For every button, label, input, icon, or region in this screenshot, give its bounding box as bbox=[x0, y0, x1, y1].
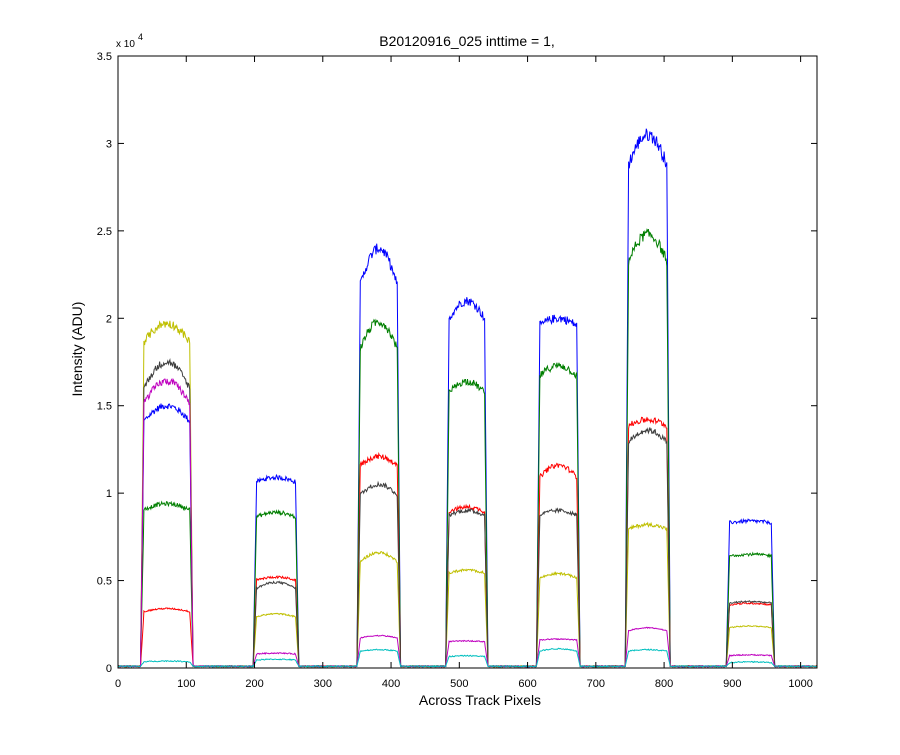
x-tick-label: 0 bbox=[115, 678, 121, 690]
chart-title: B20120916_025 inttime = 1, bbox=[379, 33, 555, 49]
x-tick-label: 800 bbox=[655, 678, 673, 690]
y-tick-label: 0.5 bbox=[97, 576, 112, 588]
y-tick-label: 1 bbox=[106, 488, 112, 500]
x-axis-label: Across Track Pixels bbox=[419, 692, 541, 708]
x-tick-label: 700 bbox=[587, 678, 605, 690]
x-tick-label: 300 bbox=[314, 678, 332, 690]
x-axis: 0 100 200 300 400 500 600 700 800 900 1000 bbox=[115, 56, 813, 690]
x-tick-label: 200 bbox=[245, 678, 263, 690]
x-tick-label: 500 bbox=[450, 678, 468, 690]
y-tick-label: 2.5 bbox=[97, 226, 112, 238]
series-group bbox=[117, 128, 818, 668]
y-exponent-label: x 10 bbox=[116, 39, 135, 50]
series-line-7 bbox=[117, 647, 818, 668]
y-axis: 0 0.5 1 1.5 2 2.5 3 3.5 bbox=[97, 51, 817, 675]
x-tick-label: 1000 bbox=[788, 678, 812, 690]
x-tick-label: 900 bbox=[723, 678, 741, 690]
x-tick-label: 600 bbox=[518, 678, 536, 690]
y-tick-label: 3.5 bbox=[97, 51, 112, 63]
y-tick-label: 1.5 bbox=[97, 401, 112, 413]
y-tick-label: 2 bbox=[106, 313, 112, 325]
y-axis-label: Intensity (ADU) bbox=[69, 302, 85, 397]
y-tick-label: 0 bbox=[106, 663, 112, 675]
plot-area bbox=[118, 56, 817, 668]
y-tick-label: 3 bbox=[106, 138, 112, 150]
y-exponent-power: 4 bbox=[138, 32, 143, 42]
x-tick-label: 400 bbox=[382, 678, 400, 690]
axes-box bbox=[117, 55, 818, 669]
x-tick-label: 100 bbox=[177, 678, 195, 690]
